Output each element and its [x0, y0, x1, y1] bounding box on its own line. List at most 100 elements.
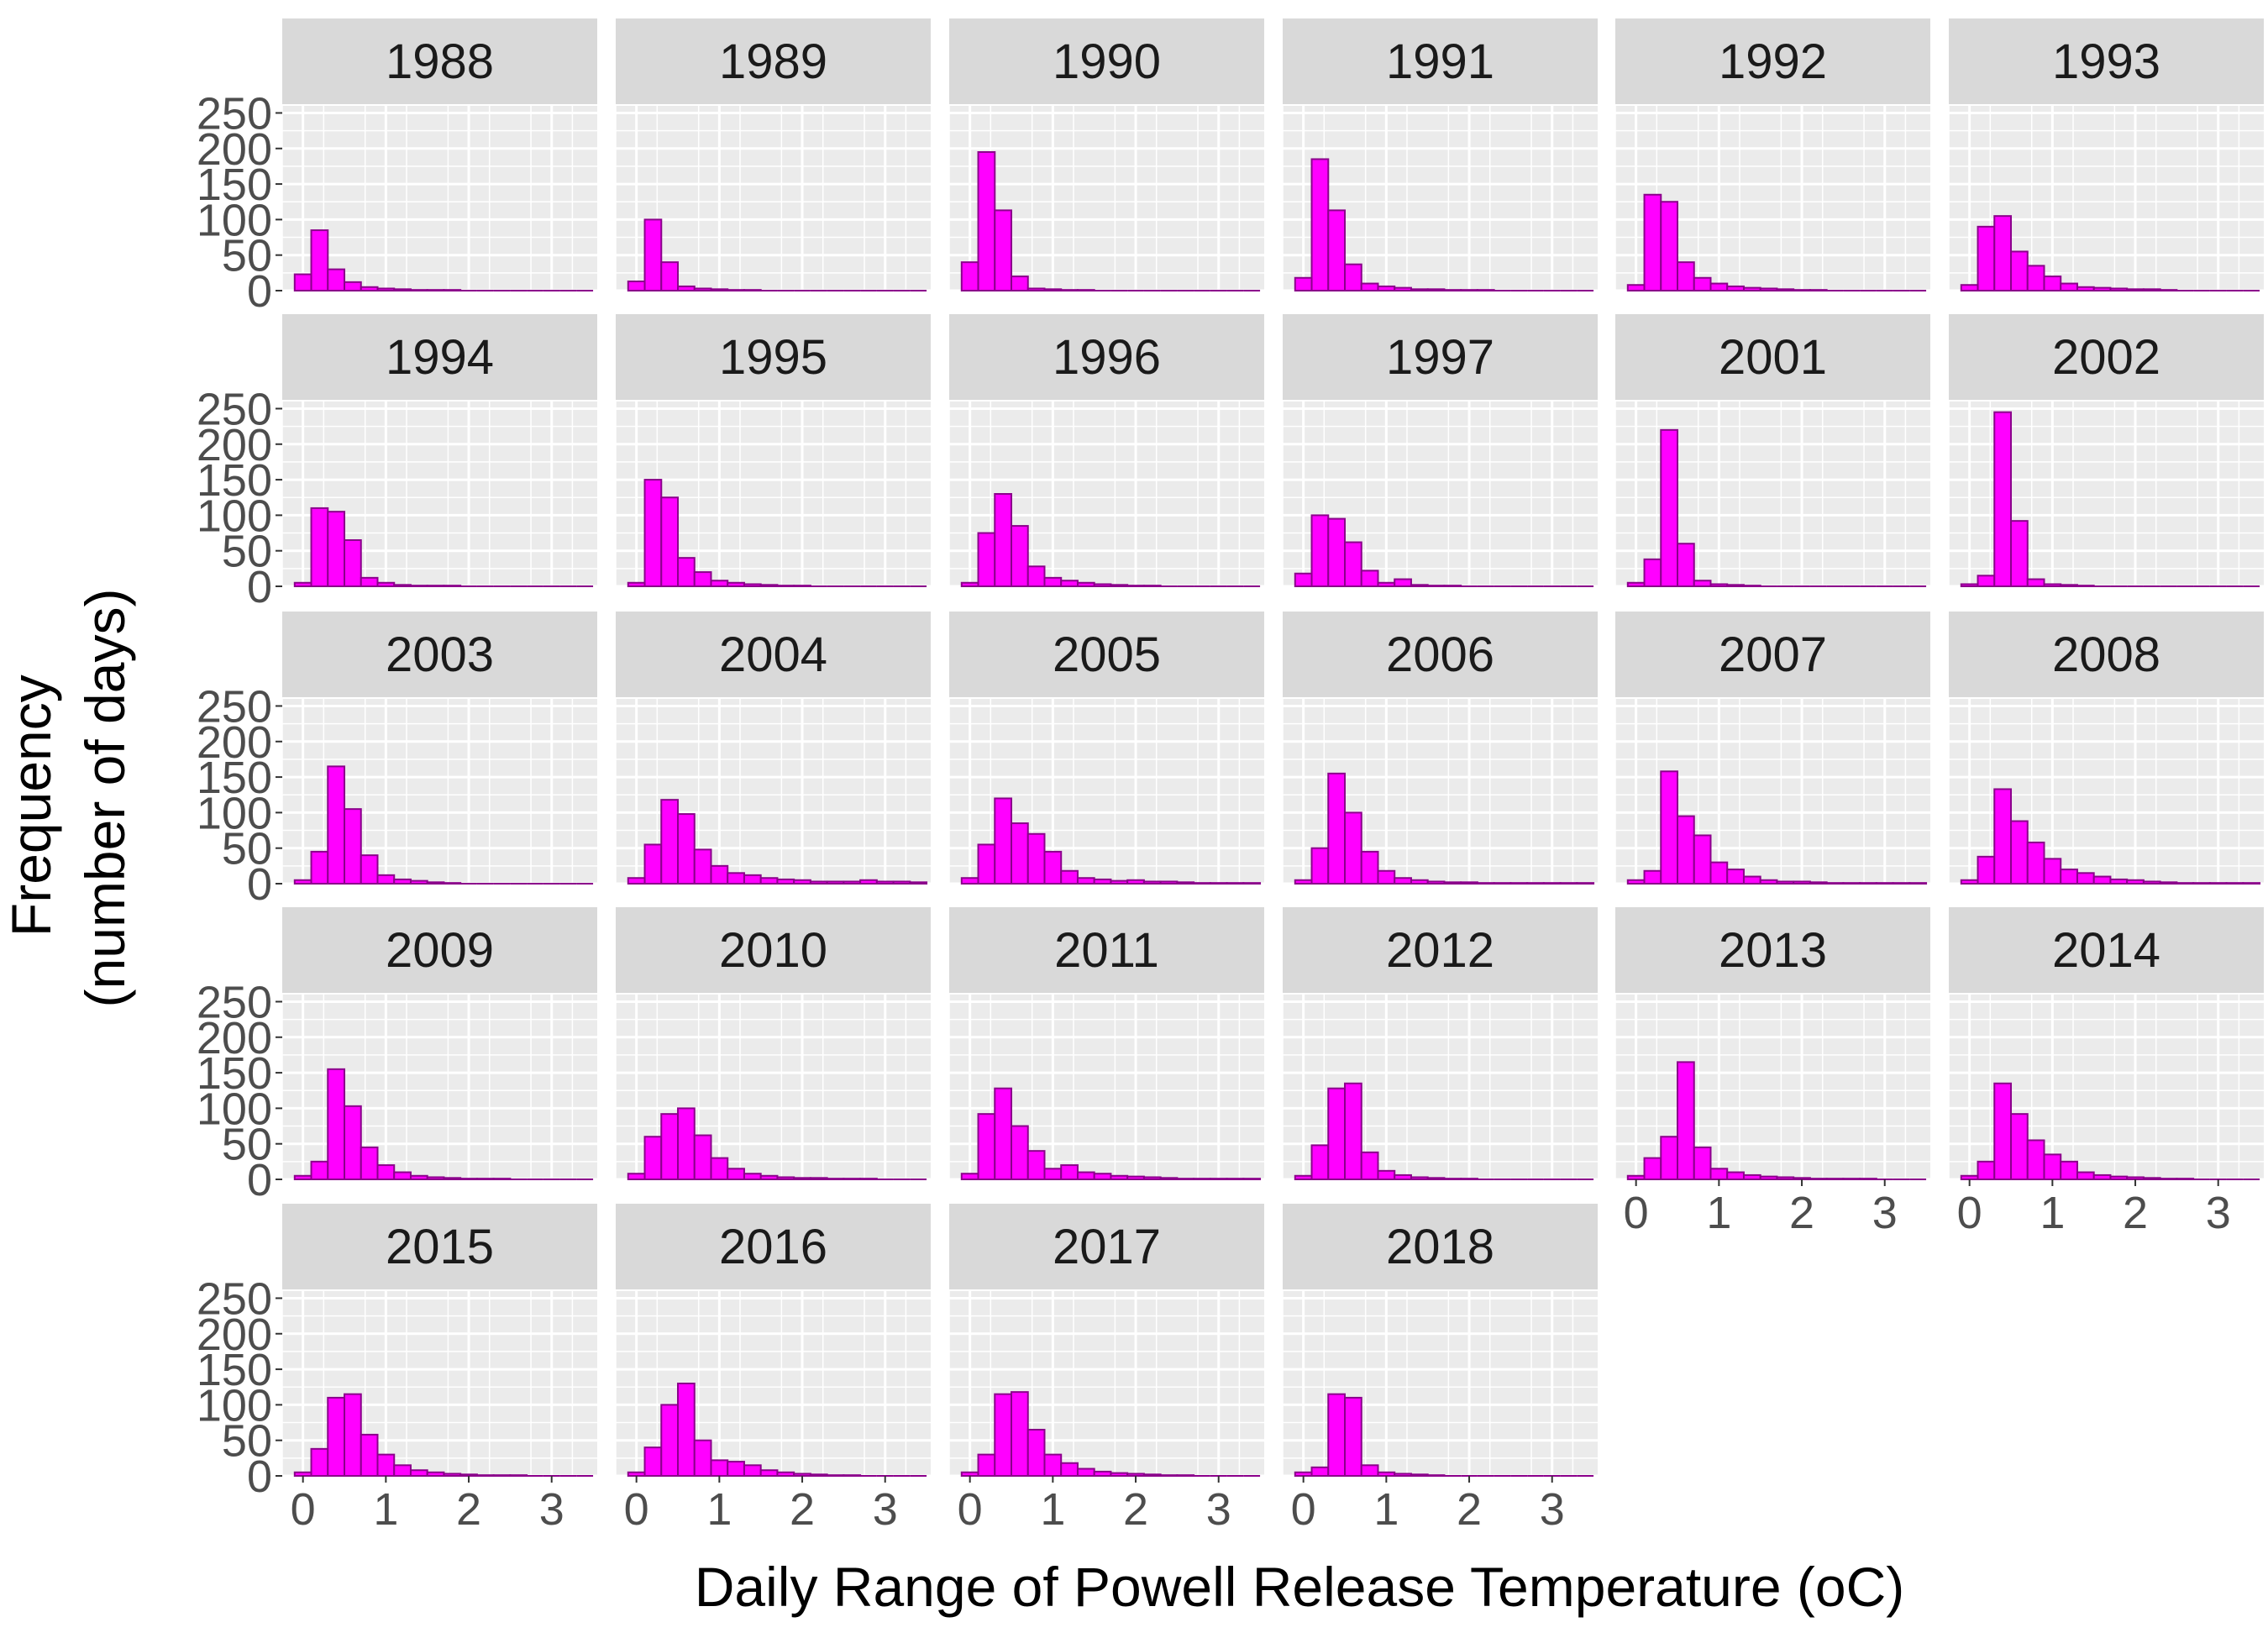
histogram-bar: [1011, 1125, 1029, 1180]
y-tick-label: 0: [247, 1452, 272, 1502]
histogram-bar: [443, 289, 462, 291]
histogram-bar: [1709, 861, 1729, 885]
histogram-bar: [1327, 209, 1347, 291]
histogram-bar: [443, 882, 462, 885]
panel-background: [616, 106, 931, 291]
y-tick-label: 250: [197, 88, 272, 139]
panel-background: [282, 106, 597, 291]
histogram-bar: [643, 843, 663, 885]
facet-panel-1993: 1993: [1948, 18, 2264, 292]
histogram-bar: [960, 261, 979, 291]
histogram-bar: [1310, 158, 1330, 291]
histogram-bar: [1327, 772, 1347, 885]
histogram-bar: [360, 1433, 379, 1478]
facet-strip-label: 2013: [1719, 923, 1827, 978]
histogram-bar: [843, 1474, 862, 1477]
histogram-bar: [643, 1136, 663, 1180]
histogram-bar: [627, 1173, 646, 1180]
facet-strip-label: 2008: [2052, 627, 2160, 682]
histogram-bar: [759, 1174, 779, 1181]
histogram-bar: [2026, 1139, 2045, 1181]
histogram-bar: [1294, 879, 1313, 885]
histogram-bar: [1394, 578, 1412, 587]
histogram-bar: [2043, 276, 2062, 292]
histogram-bar: [1742, 875, 1761, 885]
histogram-bar: [1294, 572, 1313, 587]
histogram-bar: [693, 1134, 712, 1180]
histogram-bar: [327, 511, 346, 588]
histogram-bar: [293, 879, 312, 885]
y-tick-label: 250: [197, 977, 272, 1027]
histogram-bar: [376, 874, 396, 885]
histogram-bar: [1344, 541, 1362, 587]
histogram-bar: [776, 585, 795, 588]
histogram-bar: [1093, 1173, 1112, 1180]
histogram-bar: [1426, 585, 1446, 588]
y-tick-label: 150: [197, 1345, 272, 1395]
histogram-bar: [1426, 1177, 1446, 1181]
facet-strip: [616, 18, 931, 104]
histogram-bar: [293, 273, 312, 291]
y-tick-label: 100: [197, 1084, 272, 1134]
histogram-bar: [1660, 428, 1679, 587]
y-tick-label: 0: [247, 859, 272, 910]
histogram-bar: [1493, 882, 1512, 885]
histogram-bar: [1793, 880, 1811, 885]
histogram-bar: [1960, 583, 1979, 588]
histogram-bar: [627, 877, 646, 885]
y-tick-label: 50: [222, 527, 272, 577]
histogram-bar: [426, 1176, 445, 1181]
histogram-bar: [960, 1471, 979, 1478]
histogram-bar: [2076, 1171, 2095, 1180]
histogram-bar: [1542, 882, 1562, 885]
histogram-bar: [1076, 1467, 1095, 1477]
histogram-bar: [1209, 882, 1228, 885]
histogram-bar: [310, 229, 329, 292]
histogram-bar: [327, 1396, 346, 1478]
facet-strip-label: 2012: [1386, 923, 1494, 978]
histogram-bar: [960, 1173, 979, 1180]
x-tick-label: 2: [1457, 1484, 1482, 1535]
histogram-bar: [1426, 1474, 1446, 1477]
histogram-bar: [1360, 1151, 1379, 1181]
facet-strip: [1949, 18, 2264, 104]
histogram-bar: [1294, 1471, 1313, 1478]
histogram-bar: [426, 881, 445, 885]
facet-strip: [282, 314, 597, 400]
histogram-bar: [2126, 288, 2145, 291]
histogram-bar: [759, 1469, 779, 1477]
y-tick-label: 100: [197, 491, 272, 541]
histogram-bar: [1043, 1168, 1063, 1181]
facet-strip-label: 1995: [719, 330, 827, 385]
histogram-bar: [1344, 1396, 1362, 1478]
histogram-bar: [1677, 815, 1695, 885]
facet-strip-label: 2017: [1053, 1220, 1161, 1274]
histogram-bar: [1310, 1144, 1330, 1181]
histogram-bar: [1011, 822, 1029, 885]
histogram-bar: [643, 218, 663, 291]
histogram-bar: [1960, 879, 1979, 885]
histogram-bar: [875, 880, 895, 885]
histogram-bar: [344, 808, 362, 885]
histogram-bar: [2026, 578, 2045, 587]
y-tick-label: 200: [197, 420, 272, 470]
histogram-bar: [1759, 287, 1778, 292]
histogram-bar: [2109, 1175, 2129, 1180]
facet-panel-2005: 2005: [948, 612, 1264, 885]
histogram-bar: [1793, 289, 1811, 291]
histogram-bar: [743, 289, 762, 291]
histogram-bar: [1875, 882, 1894, 885]
x-tick-label: 1: [1040, 1484, 1065, 1535]
histogram-bar: [1043, 850, 1063, 885]
histogram-bar: [693, 571, 712, 587]
facet-strip-label: 2010: [719, 923, 827, 978]
x-tick-label: 1: [706, 1484, 732, 1535]
facet-panel-2011: 2011: [948, 907, 1264, 1181]
facet-strip: [949, 314, 1264, 400]
y-axis-title-line-2: (number of days): [74, 589, 136, 1008]
histogram-bar: [327, 1068, 346, 1181]
histogram-bar: [1742, 585, 1761, 588]
facet-panel-2008: 2008: [1948, 612, 2264, 885]
